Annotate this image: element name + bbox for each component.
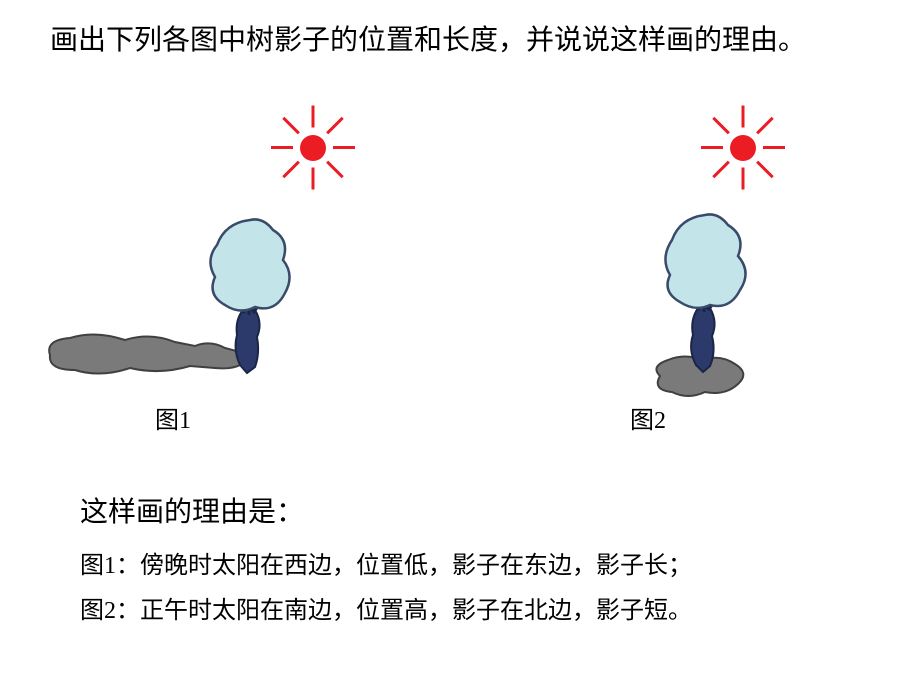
figure-2-label: 图2: [630, 400, 666, 435]
tree-icon: [650, 210, 760, 380]
reason-title: 这样画的理由是：: [80, 490, 304, 530]
reason-line-2: 图2：正午时太阳在南边，位置高，影子在北边，影子短。: [80, 590, 692, 625]
figure-2: 图2: [520, 110, 880, 430]
tree-icon: [195, 215, 305, 380]
figure-1-label: 图1: [155, 400, 191, 435]
figure-1: 图1: [40, 110, 460, 430]
reason-line-1: 图1：傍晚时太阳在西边，位置低，影子在东边，影子长；: [80, 545, 692, 580]
question-text: 画出下列各图中树影子的位置和长度，并说说这样画的理由。: [50, 20, 860, 62]
